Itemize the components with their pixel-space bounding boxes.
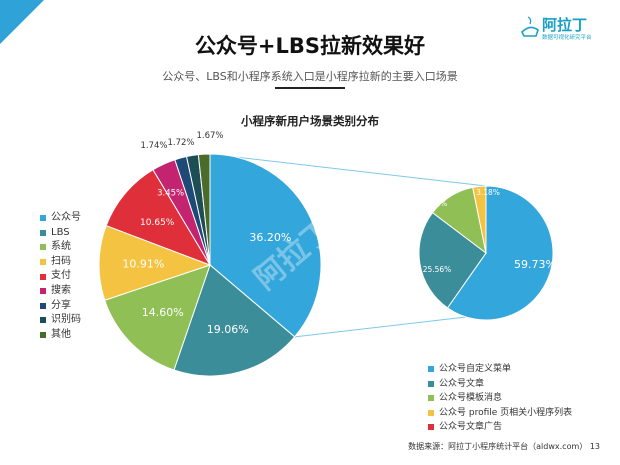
legend-item: 公众号自定义菜单 [428,362,572,377]
legend-swatch [40,259,46,266]
main-pie-slice [173,264,296,377]
corner-decoration [0,0,44,44]
legend-item: 公众号模板消息 [428,391,572,406]
main-pie-slice [104,264,211,371]
lamp-icon [521,16,539,37]
page-subtitle: 公众号、LBS和小程序系统入口是小程序拉新的主要入口场景 [162,70,458,83]
legend-label: 公众号 profile 页相关小程序列表 [439,407,573,418]
legend-label: 识别码 [51,314,81,326]
main-pie-legend: 公众号 LBS 系统扫码支付搜索分享识别码其他 [40,211,81,342]
legend-item: 系统 [40,240,81,255]
legend-item: 分享 [40,299,81,314]
main-pie-label: 14.60% [142,306,184,319]
legend-swatch [40,288,46,295]
legend-label: 公众号文章广告 [439,422,503,432]
legend-swatch [428,395,434,402]
detail-pie-label: 25.56% [423,265,452,274]
legend-item: 搜索 [40,284,81,299]
legend-swatch [40,215,46,222]
main-pie-slice [197,153,211,266]
logo-text: 阿拉丁 [542,16,588,34]
legend-label: 搜索 [51,284,71,296]
legend-item: 公众号文章 [428,377,572,392]
legend-item: 其他 [40,328,81,343]
legend-swatch [428,366,434,373]
legend-swatch [40,302,46,309]
page-number: 13 [589,442,600,451]
legend-item: 支付 [40,269,81,284]
legend-item: 公众号文章广告 [428,420,572,435]
main-pie-label: 19.06% [207,323,249,336]
detail-pie-legend: 公众号自定义菜单 公众号文章公众号模板消息公众号 profile 页相关小程序列表… [428,362,572,435]
logo-subtext: 数据可视化研究平台 [542,35,592,41]
footer-source: 数据来源：阿拉丁小程序统计平台（aldwx.com） [408,442,588,451]
legend-swatch [40,273,46,280]
logo: 阿拉丁 数据可视化研究平台 [520,12,610,46]
legend-item: 公众号 profile 页相关小程序列表 [428,406,572,421]
main-pie-label: 10.65% [140,218,175,228]
main-pie-label: 1.72% [167,138,194,148]
legend-swatch [428,380,434,387]
legend-swatch [40,229,46,236]
legend-label: 系统 [51,241,71,253]
main-pie-label: 1.74% [140,141,167,151]
legend-label: LBS [51,226,70,238]
main-pie-label: 36.20% [249,231,291,244]
legend-swatch [40,244,46,251]
main-pie-slice [105,169,212,266]
legend-label: 公众号模板消息 [439,393,503,403]
subtitle-underline [275,87,345,89]
legend-label: 公众号文章 [439,378,485,389]
connector-line-top [209,153,487,187]
chart-title: 小程序新用户场景类别分布 [241,114,379,128]
legend-label: 支付 [51,270,71,282]
detail-pie-label: 3.18% [476,188,500,197]
legend-item: 公众号 [40,211,81,226]
main-pie-slice [98,224,212,301]
detail-pie: 59.73% 25.56% 11.53% 3.18% [418,185,556,321]
legend-label: 其他 [51,328,71,340]
footer: 数据来源：阿拉丁小程序统计平台（aldwx.com） 13 [408,441,600,452]
main-pie-label: 3.45% [157,188,184,198]
legend-label: 分享 [51,299,71,311]
legend-label: 公众号自定义菜单 [439,364,512,374]
legend-swatch [40,317,46,324]
detail-pie-label: 11.53% [419,199,448,208]
connector-line-bottom [294,316,467,338]
legend-label: 公众号 [51,212,81,223]
legend-item: LBS [40,226,81,241]
main-pie-slice [209,153,322,338]
main-pie-label: 1.67% [196,131,223,141]
detail-pie-slice [418,211,487,309]
main-pie: 36.20% 19.06% 14.60% 10.91% 10.65% 3.45% 1.74%… [98,131,322,377]
legend-item: 扫码 [40,255,81,270]
legend-item: 识别码 [40,313,81,328]
legend-swatch [428,409,434,416]
detail-pie-slice [472,185,487,254]
legend-swatch [428,424,434,431]
legend-swatch [40,332,46,339]
detail-pie-label: 59.73% [514,258,556,271]
page-title: 公众号+LBS拉新效果好 [194,34,426,58]
main-pie-label: 10.91% [122,258,164,271]
legend-label: 扫码 [51,255,71,267]
detail-pie-slice [446,185,554,321]
